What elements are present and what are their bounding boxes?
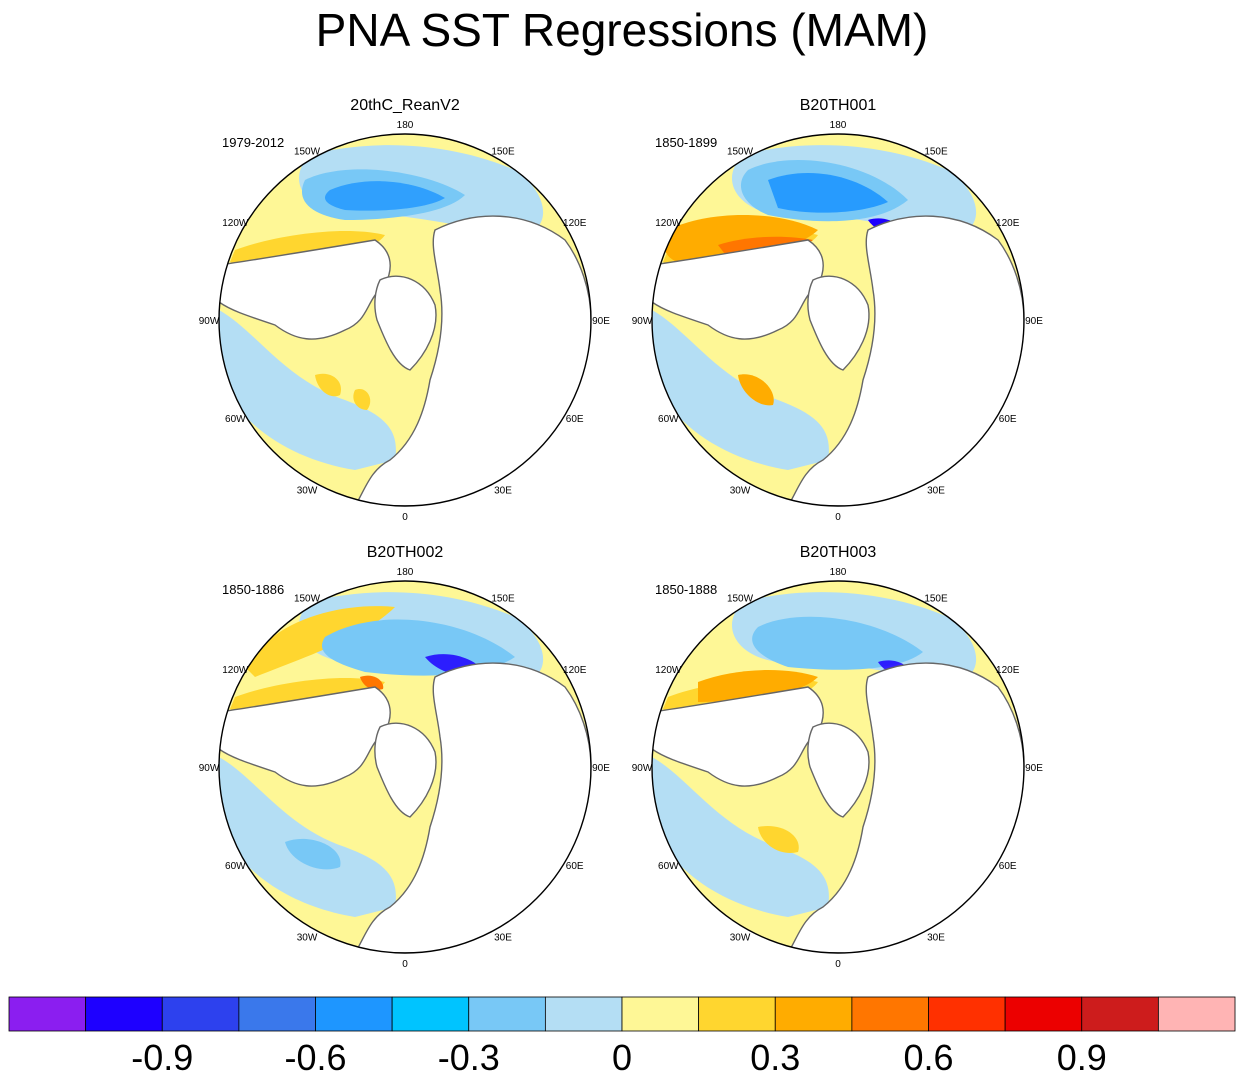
longitude-label: 60W xyxy=(225,861,246,872)
colorbar-label: 0.6 xyxy=(903,1037,953,1078)
map-panel-4: B20TH003 1850-1888 xyxy=(651,544,1025,954)
colorbar-swatch xyxy=(1081,996,1159,1032)
longitude-label: 30W xyxy=(297,933,318,944)
longitude-label: 150E xyxy=(924,146,948,157)
panel-period: 1979-2012 xyxy=(222,135,284,150)
longitude-label: 120W xyxy=(222,218,249,229)
colorbar-label: 0 xyxy=(612,1037,632,1078)
colorbar-swatch xyxy=(1157,996,1236,1032)
colorbar-swatch xyxy=(8,996,87,1032)
colorbar-swatch xyxy=(851,996,929,1032)
map-panel-1: 20thC_ReanV2 1979-2012 xyxy=(218,97,592,507)
longitude-label: 90W xyxy=(632,763,653,774)
colorbar-label: -0.6 xyxy=(284,1037,346,1078)
longitude-label: 30E xyxy=(927,933,945,944)
longitude-label: 90E xyxy=(592,763,610,774)
longitude-label: 0 xyxy=(835,959,841,970)
longitude-label: 30W xyxy=(730,933,751,944)
longitude-label: 150W xyxy=(294,593,321,604)
longitude-label: 120W xyxy=(222,665,249,676)
colorbar-label: -0.9 xyxy=(131,1037,193,1078)
colorbar-swatch xyxy=(544,996,623,1032)
longitude-label: 150E xyxy=(924,593,948,604)
longitude-label: 60E xyxy=(999,861,1017,872)
colorbar-swatch xyxy=(1004,996,1083,1032)
panel-title: B20TH002 xyxy=(367,544,444,561)
longitude-label: 120W xyxy=(655,665,682,676)
longitude-label: 150E xyxy=(491,593,515,604)
longitude-label: 60E xyxy=(566,414,584,425)
colorbar-swatch xyxy=(391,996,470,1032)
longitude-label: 90W xyxy=(632,316,653,327)
colorbar-swatch xyxy=(85,996,163,1032)
panel-period: 1850-1899 xyxy=(655,135,717,150)
longitude-label: 150W xyxy=(294,146,321,157)
colorbar-swatch xyxy=(774,996,853,1032)
longitude-label: 60E xyxy=(999,414,1017,425)
longitude-label: 90E xyxy=(1025,316,1043,327)
longitude-label: 180 xyxy=(397,120,414,131)
longitude-label: 30W xyxy=(730,486,751,497)
panel-title: 20thC_ReanV2 xyxy=(350,97,460,114)
longitude-label: 150W xyxy=(727,593,754,604)
longitude-label: 60W xyxy=(658,414,679,425)
panel-period: 1850-1886 xyxy=(222,582,284,597)
longitude-label: 150E xyxy=(491,146,515,157)
longitude-label: 120W xyxy=(655,218,682,229)
longitude-label: 30E xyxy=(494,486,512,497)
longitude-label: 30E xyxy=(494,933,512,944)
colorbar-label: 0.9 xyxy=(1057,1037,1107,1078)
longitude-label: 90W xyxy=(199,316,220,327)
longitude-label: 120E xyxy=(563,665,587,676)
colorbar-label: -0.3 xyxy=(438,1037,500,1078)
longitude-label: 150W xyxy=(727,146,754,157)
map-panels: 20thC_ReanV2 1979-2012 B20TH001 1850-189… xyxy=(199,97,1044,970)
longitude-label: 180 xyxy=(397,567,414,578)
longitude-label: 120E xyxy=(996,218,1020,229)
panel-period: 1850-1888 xyxy=(655,582,717,597)
colorbar-swatch xyxy=(698,996,776,1032)
longitude-label: 90E xyxy=(1025,763,1043,774)
colorbar-swatch xyxy=(928,996,1006,1032)
longitude-label: 0 xyxy=(835,512,841,523)
longitude-label: 60E xyxy=(566,861,584,872)
panel-title: B20TH001 xyxy=(800,97,877,114)
longitude-label: 180 xyxy=(830,120,847,131)
colorbar-swatch xyxy=(621,996,700,1032)
colorbar-swatch xyxy=(315,996,393,1032)
page-title: PNA SST Regressions (MAM) xyxy=(315,4,929,56)
longitude-labels: 180 150E 120E 90E 60E 30E 0 30W 60W 90W 120W 150W 18… xyxy=(199,120,1044,970)
colorbar-swatch xyxy=(161,996,240,1032)
map-panel-3: B20TH002 1850-1886 xyxy=(218,544,592,954)
longitude-label: 60W xyxy=(658,861,679,872)
longitude-label: 180 xyxy=(830,567,847,578)
map-panel-2: B20TH001 1850-1899 xyxy=(651,97,1025,507)
colorbar-swatch xyxy=(238,996,316,1032)
longitude-label: 0 xyxy=(402,959,408,970)
longitude-label: 60W xyxy=(225,414,246,425)
longitude-label: 120E xyxy=(996,665,1020,676)
colorbar-label: 0.3 xyxy=(750,1037,800,1078)
longitude-label: 0 xyxy=(402,512,408,523)
longitude-label: 90E xyxy=(592,316,610,327)
longitude-label: 30W xyxy=(297,486,318,497)
longitude-label: 30E xyxy=(927,486,945,497)
colorbar-swatch xyxy=(468,996,546,1032)
colorbar: -0.9 -0.6 -0.3 0 0.3 0.6 0.9 xyxy=(8,996,1236,1078)
longitude-label: 90W xyxy=(199,763,220,774)
longitude-label: 120E xyxy=(563,218,587,229)
panel-title: B20TH003 xyxy=(800,544,877,561)
